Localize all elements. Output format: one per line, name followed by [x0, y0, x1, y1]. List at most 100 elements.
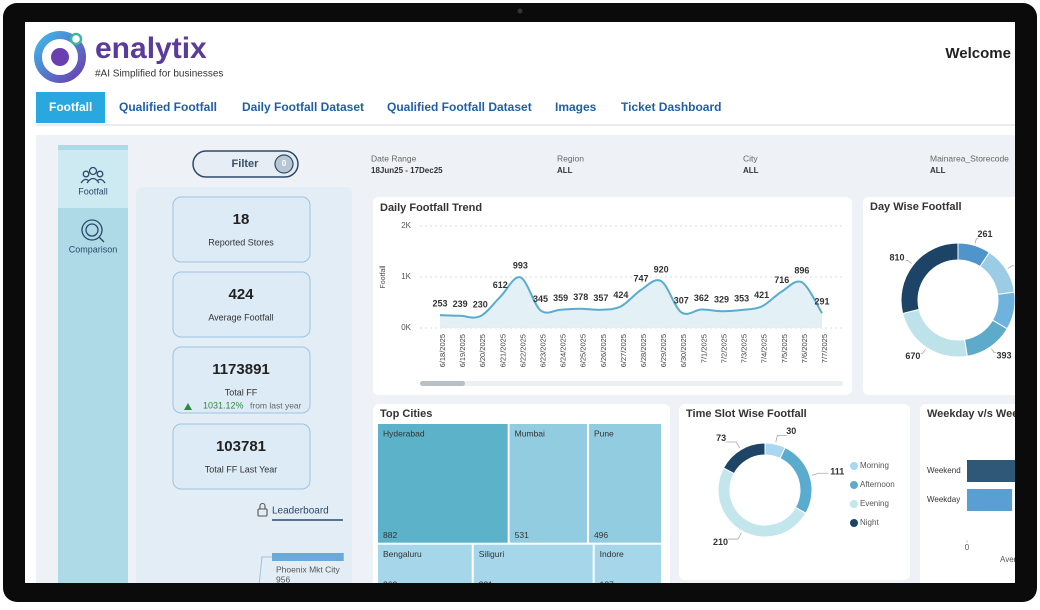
- data-label: 896: [794, 266, 809, 276]
- y-tick-label: Weekday: [927, 495, 960, 504]
- x-tick-label: 6/25/2025: [579, 334, 588, 367]
- filter-button[interactable]: [192, 150, 299, 178]
- leader-line: [811, 472, 829, 476]
- kpi-card: [172, 423, 311, 490]
- camera: [517, 8, 523, 14]
- data-label: 716: [774, 275, 789, 285]
- leader-line: [775, 434, 788, 443]
- sidebar-item[interactable]: Comparison: [69, 244, 118, 254]
- screen: enalytix #AI Simplified for businesses Wel…: [25, 22, 1040, 589]
- kpi-card: [172, 271, 311, 338]
- donut-segment: [900, 242, 959, 315]
- data-label: 111: [830, 466, 844, 476]
- filter-label[interactable]: Filter: [232, 158, 260, 170]
- filter-value[interactable]: ALL: [557, 166, 573, 175]
- kpi-value: 1173891: [212, 361, 270, 378]
- bar: [967, 489, 1013, 511]
- data-label: 329: [714, 295, 729, 305]
- data-label: 421: [754, 290, 769, 300]
- logo-ring: [34, 31, 86, 83]
- treemap-cell: [473, 544, 593, 583]
- tab[interactable]: Qualified Footfall Dataset: [387, 100, 532, 114]
- logo-core: [51, 48, 69, 66]
- data-label: 393: [996, 350, 1011, 360]
- leader-line: [905, 260, 912, 264]
- leader-line: [726, 441, 741, 449]
- bar: [967, 460, 1015, 482]
- x-tick-label: 7/4/2025: [760, 334, 769, 363]
- donut-segment: [722, 442, 766, 475]
- logo-dot: [69, 32, 83, 46]
- tab[interactable]: Footfall: [49, 100, 92, 114]
- x-tick-label: 7/1/2025: [699, 334, 708, 363]
- welcome: Welcome: [945, 45, 1011, 62]
- data-label: 262: [383, 579, 397, 589]
- leaderboard-title[interactable]: Leaderboard: [272, 506, 329, 517]
- x-tick-label: 6/30/2025: [679, 334, 688, 367]
- treemap-cell: [588, 424, 661, 543]
- leader-line: [1007, 265, 1015, 269]
- legend-swatch: [850, 462, 858, 470]
- kpi-label: Total FF: [225, 387, 258, 397]
- data-label: 747: [634, 273, 649, 283]
- legend-label: Morning: [860, 461, 889, 470]
- x-tick-label: 6/22/2025: [518, 334, 527, 367]
- legend-swatch: [850, 519, 858, 527]
- cell-label: Hyderabad: [383, 428, 425, 438]
- x-tick-label: 7/6/2025: [800, 334, 809, 363]
- x-axis-label: Average Footfall: [1000, 555, 1040, 564]
- icon-people: [80, 166, 106, 184]
- scrollbar-thumb[interactable]: [420, 381, 465, 386]
- x-tick-label: 6/20/2025: [478, 334, 487, 367]
- brand-name: enalytix: [95, 32, 207, 65]
- legend-swatch: [850, 481, 858, 489]
- filter-name: Mainarea_Storecode: [930, 153, 1009, 163]
- data-label: 357: [593, 293, 608, 303]
- scrollbar-track[interactable]: [420, 381, 843, 386]
- x-tick-label: 0: [965, 543, 970, 552]
- data-label: 253: [432, 298, 447, 308]
- kpi-label: Total FF Last Year: [205, 464, 278, 474]
- treemap-cell: [594, 544, 661, 583]
- x-tick-label: 6/29/2025: [659, 334, 668, 367]
- data-label: 353: [734, 293, 749, 303]
- data-label: 362: [694, 293, 709, 303]
- cell-label: Pune: [594, 428, 614, 438]
- kpi-value: 103781: [216, 438, 266, 455]
- kpi-card: [172, 346, 311, 414]
- leader-line: [991, 348, 997, 354]
- tab[interactable]: Images: [555, 100, 597, 114]
- data-label: 359: [553, 293, 568, 303]
- data-label: 331: [479, 579, 493, 589]
- data-label: 670: [905, 351, 920, 361]
- tab[interactable]: Qualified Footfall: [119, 100, 217, 114]
- tab-bar: [25, 91, 1015, 124]
- data-label: 424: [613, 290, 628, 300]
- y-tick-label: 0K: [401, 323, 411, 332]
- bar-label: Phoenix Mkt City: [276, 564, 341, 574]
- tab[interactable]: Daily Footfall Dataset: [242, 100, 364, 114]
- filter-name: Region: [557, 153, 584, 163]
- data-label: 378: [573, 292, 588, 302]
- icon-compare: [81, 219, 105, 243]
- filter-value[interactable]: 18Jun25 - 17Dec25: [371, 166, 443, 175]
- kpi-change: 1031.12%: [203, 400, 244, 410]
- x-tick-label: 6/18/2025: [438, 334, 447, 367]
- leader-line: [974, 238, 979, 244]
- sidebar-item[interactable]: Footfall: [78, 186, 108, 196]
- data-label: 956: [276, 574, 290, 584]
- x-tick-label: 6/23/2025: [539, 334, 548, 367]
- bar: [272, 553, 344, 561]
- data-label: 882: [383, 530, 397, 540]
- treemap-cell: [378, 424, 508, 543]
- tab[interactable]: Ticket Dashboard: [621, 100, 721, 114]
- kpi-card: [172, 196, 311, 263]
- filter-value[interactable]: ALL: [743, 166, 759, 175]
- data-label: 307: [674, 296, 689, 306]
- x-tick-label: 6/27/2025: [619, 334, 628, 367]
- chart-title: Time Slot Wise Footfall: [686, 408, 807, 420]
- tab-active: [36, 92, 105, 123]
- y-tick-label: Weekend: [927, 466, 961, 475]
- legend-swatch: [850, 500, 858, 508]
- filter-value[interactable]: ALL: [930, 166, 946, 175]
